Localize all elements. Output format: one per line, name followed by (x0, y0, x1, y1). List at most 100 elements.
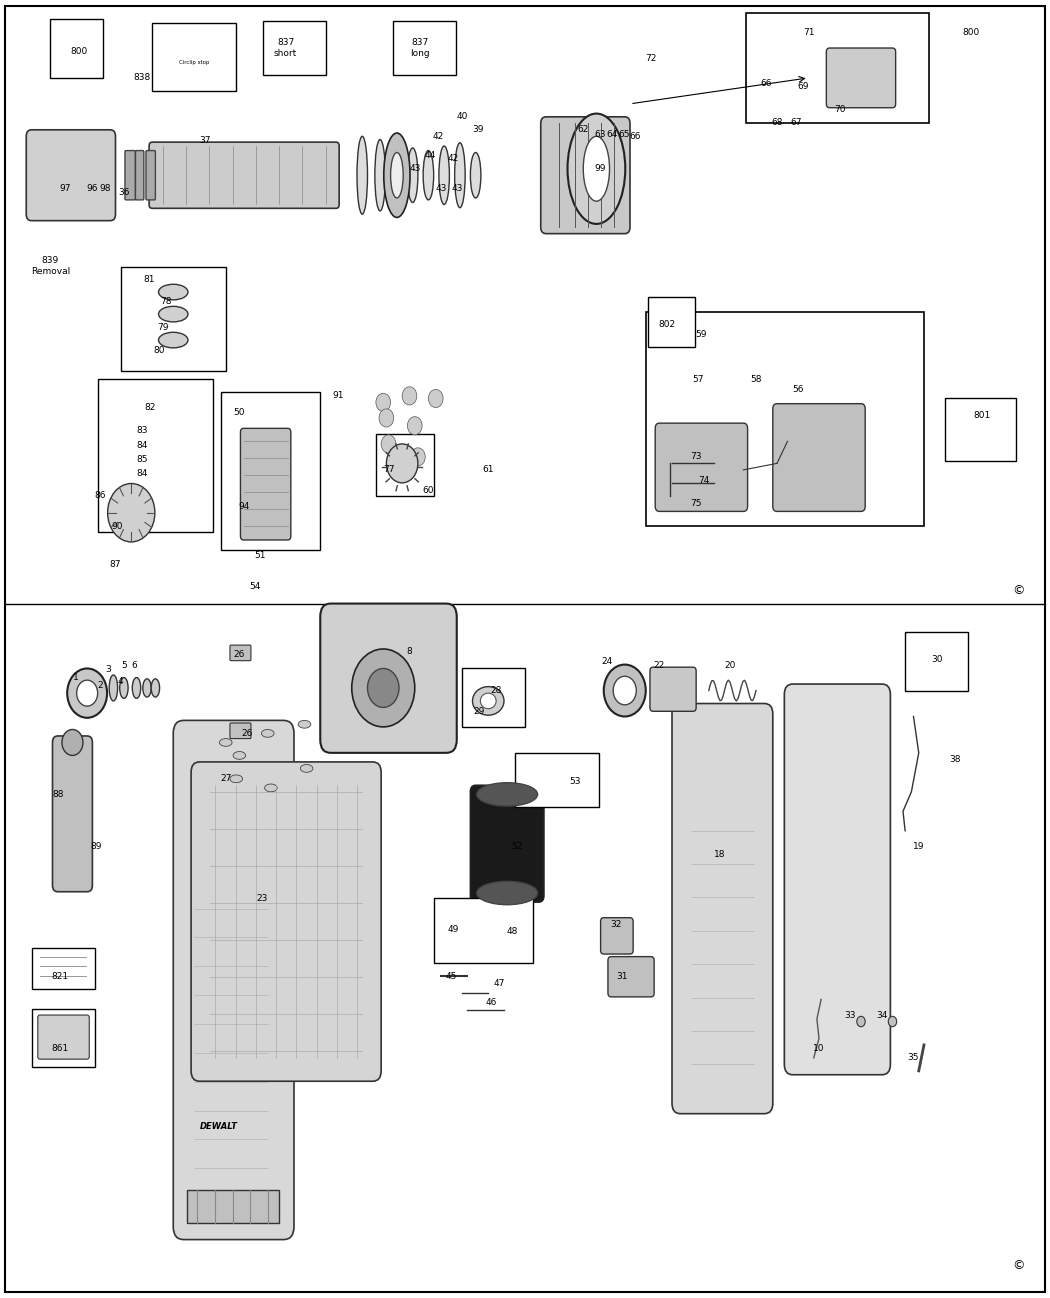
Ellipse shape (132, 678, 141, 698)
Bar (434, 898, 533, 963)
Text: 35: 35 (908, 1054, 919, 1062)
Ellipse shape (888, 1016, 897, 1027)
Ellipse shape (472, 687, 504, 715)
Ellipse shape (375, 140, 385, 210)
Text: 54: 54 (250, 583, 260, 591)
Text: 66: 66 (630, 132, 640, 140)
Ellipse shape (382, 443, 422, 492)
Bar (32, 1009, 94, 1067)
Ellipse shape (159, 306, 188, 322)
Ellipse shape (481, 693, 496, 709)
Ellipse shape (477, 881, 538, 905)
Text: 80: 80 (154, 347, 165, 354)
Text: 53: 53 (570, 778, 581, 785)
Text: 2: 2 (97, 681, 103, 689)
Bar (121, 267, 226, 371)
Bar (376, 434, 434, 496)
FancyBboxPatch shape (149, 141, 339, 208)
Text: 73: 73 (691, 453, 701, 461)
Text: 24: 24 (602, 658, 612, 666)
Ellipse shape (455, 143, 465, 208)
Text: 57: 57 (693, 375, 704, 383)
Ellipse shape (604, 665, 646, 716)
Text: 3: 3 (105, 666, 111, 674)
Circle shape (381, 435, 396, 453)
Ellipse shape (584, 136, 609, 201)
Bar (746, 13, 929, 123)
Bar (462, 668, 525, 727)
Text: 72: 72 (646, 55, 656, 62)
Text: 8: 8 (406, 648, 413, 655)
Text: 861: 861 (51, 1045, 68, 1053)
Bar (945, 398, 1016, 461)
Ellipse shape (384, 134, 410, 217)
Text: 82: 82 (145, 404, 155, 411)
Text: ©: © (1012, 584, 1025, 597)
Text: 96: 96 (87, 184, 98, 192)
Text: 60: 60 (423, 487, 434, 495)
Bar (905, 632, 968, 691)
FancyBboxPatch shape (135, 151, 144, 200)
Text: 56: 56 (793, 386, 803, 393)
Ellipse shape (159, 284, 188, 300)
Text: 22: 22 (654, 662, 665, 670)
Bar (648, 297, 695, 347)
Text: 88: 88 (52, 790, 63, 798)
Circle shape (428, 389, 443, 408)
Ellipse shape (470, 153, 481, 197)
Ellipse shape (151, 679, 160, 697)
Ellipse shape (391, 153, 403, 197)
FancyBboxPatch shape (541, 117, 630, 234)
Text: 78: 78 (161, 297, 171, 305)
Ellipse shape (300, 765, 313, 772)
Text: 91: 91 (333, 392, 343, 400)
Text: 61: 61 (483, 466, 493, 474)
FancyBboxPatch shape (173, 720, 294, 1240)
Ellipse shape (439, 147, 449, 204)
Text: 36: 36 (119, 188, 129, 196)
Text: 5: 5 (121, 662, 127, 670)
FancyBboxPatch shape (146, 151, 155, 200)
Bar (514, 753, 598, 807)
Circle shape (376, 393, 391, 411)
Text: 98: 98 (100, 184, 110, 192)
Ellipse shape (67, 668, 107, 718)
Text: 70: 70 (835, 105, 845, 113)
Ellipse shape (219, 739, 232, 746)
Text: 66: 66 (761, 79, 772, 87)
Text: 51: 51 (255, 552, 266, 559)
FancyBboxPatch shape (608, 957, 654, 997)
Bar (262, 21, 326, 75)
Text: ©: © (1012, 1259, 1025, 1272)
FancyBboxPatch shape (191, 762, 381, 1081)
Text: 47: 47 (494, 980, 504, 988)
Ellipse shape (388, 144, 399, 206)
Ellipse shape (230, 775, 243, 783)
Text: 43: 43 (410, 165, 420, 173)
Text: 37: 37 (200, 136, 210, 144)
Ellipse shape (613, 676, 636, 705)
Ellipse shape (265, 784, 277, 792)
Text: 30: 30 (931, 655, 942, 663)
Circle shape (411, 448, 425, 466)
Bar (393, 21, 456, 75)
FancyBboxPatch shape (655, 423, 748, 511)
Text: 43: 43 (436, 184, 446, 192)
Text: 38: 38 (950, 755, 961, 763)
Text: 94: 94 (238, 502, 249, 510)
Text: 44: 44 (425, 152, 436, 160)
Bar (646, 312, 924, 526)
Text: 19: 19 (914, 842, 924, 850)
Text: 63: 63 (595, 131, 606, 139)
Text: 10: 10 (814, 1045, 824, 1053)
Text: 83: 83 (136, 427, 147, 435)
Text: 62: 62 (578, 126, 588, 134)
Text: 42: 42 (433, 132, 443, 140)
Text: 58: 58 (751, 375, 761, 383)
Ellipse shape (567, 114, 626, 223)
Text: 28: 28 (490, 687, 501, 694)
Text: 69: 69 (798, 83, 808, 91)
Circle shape (379, 409, 394, 427)
Text: 29: 29 (474, 707, 484, 715)
Text: 31: 31 (616, 972, 627, 980)
